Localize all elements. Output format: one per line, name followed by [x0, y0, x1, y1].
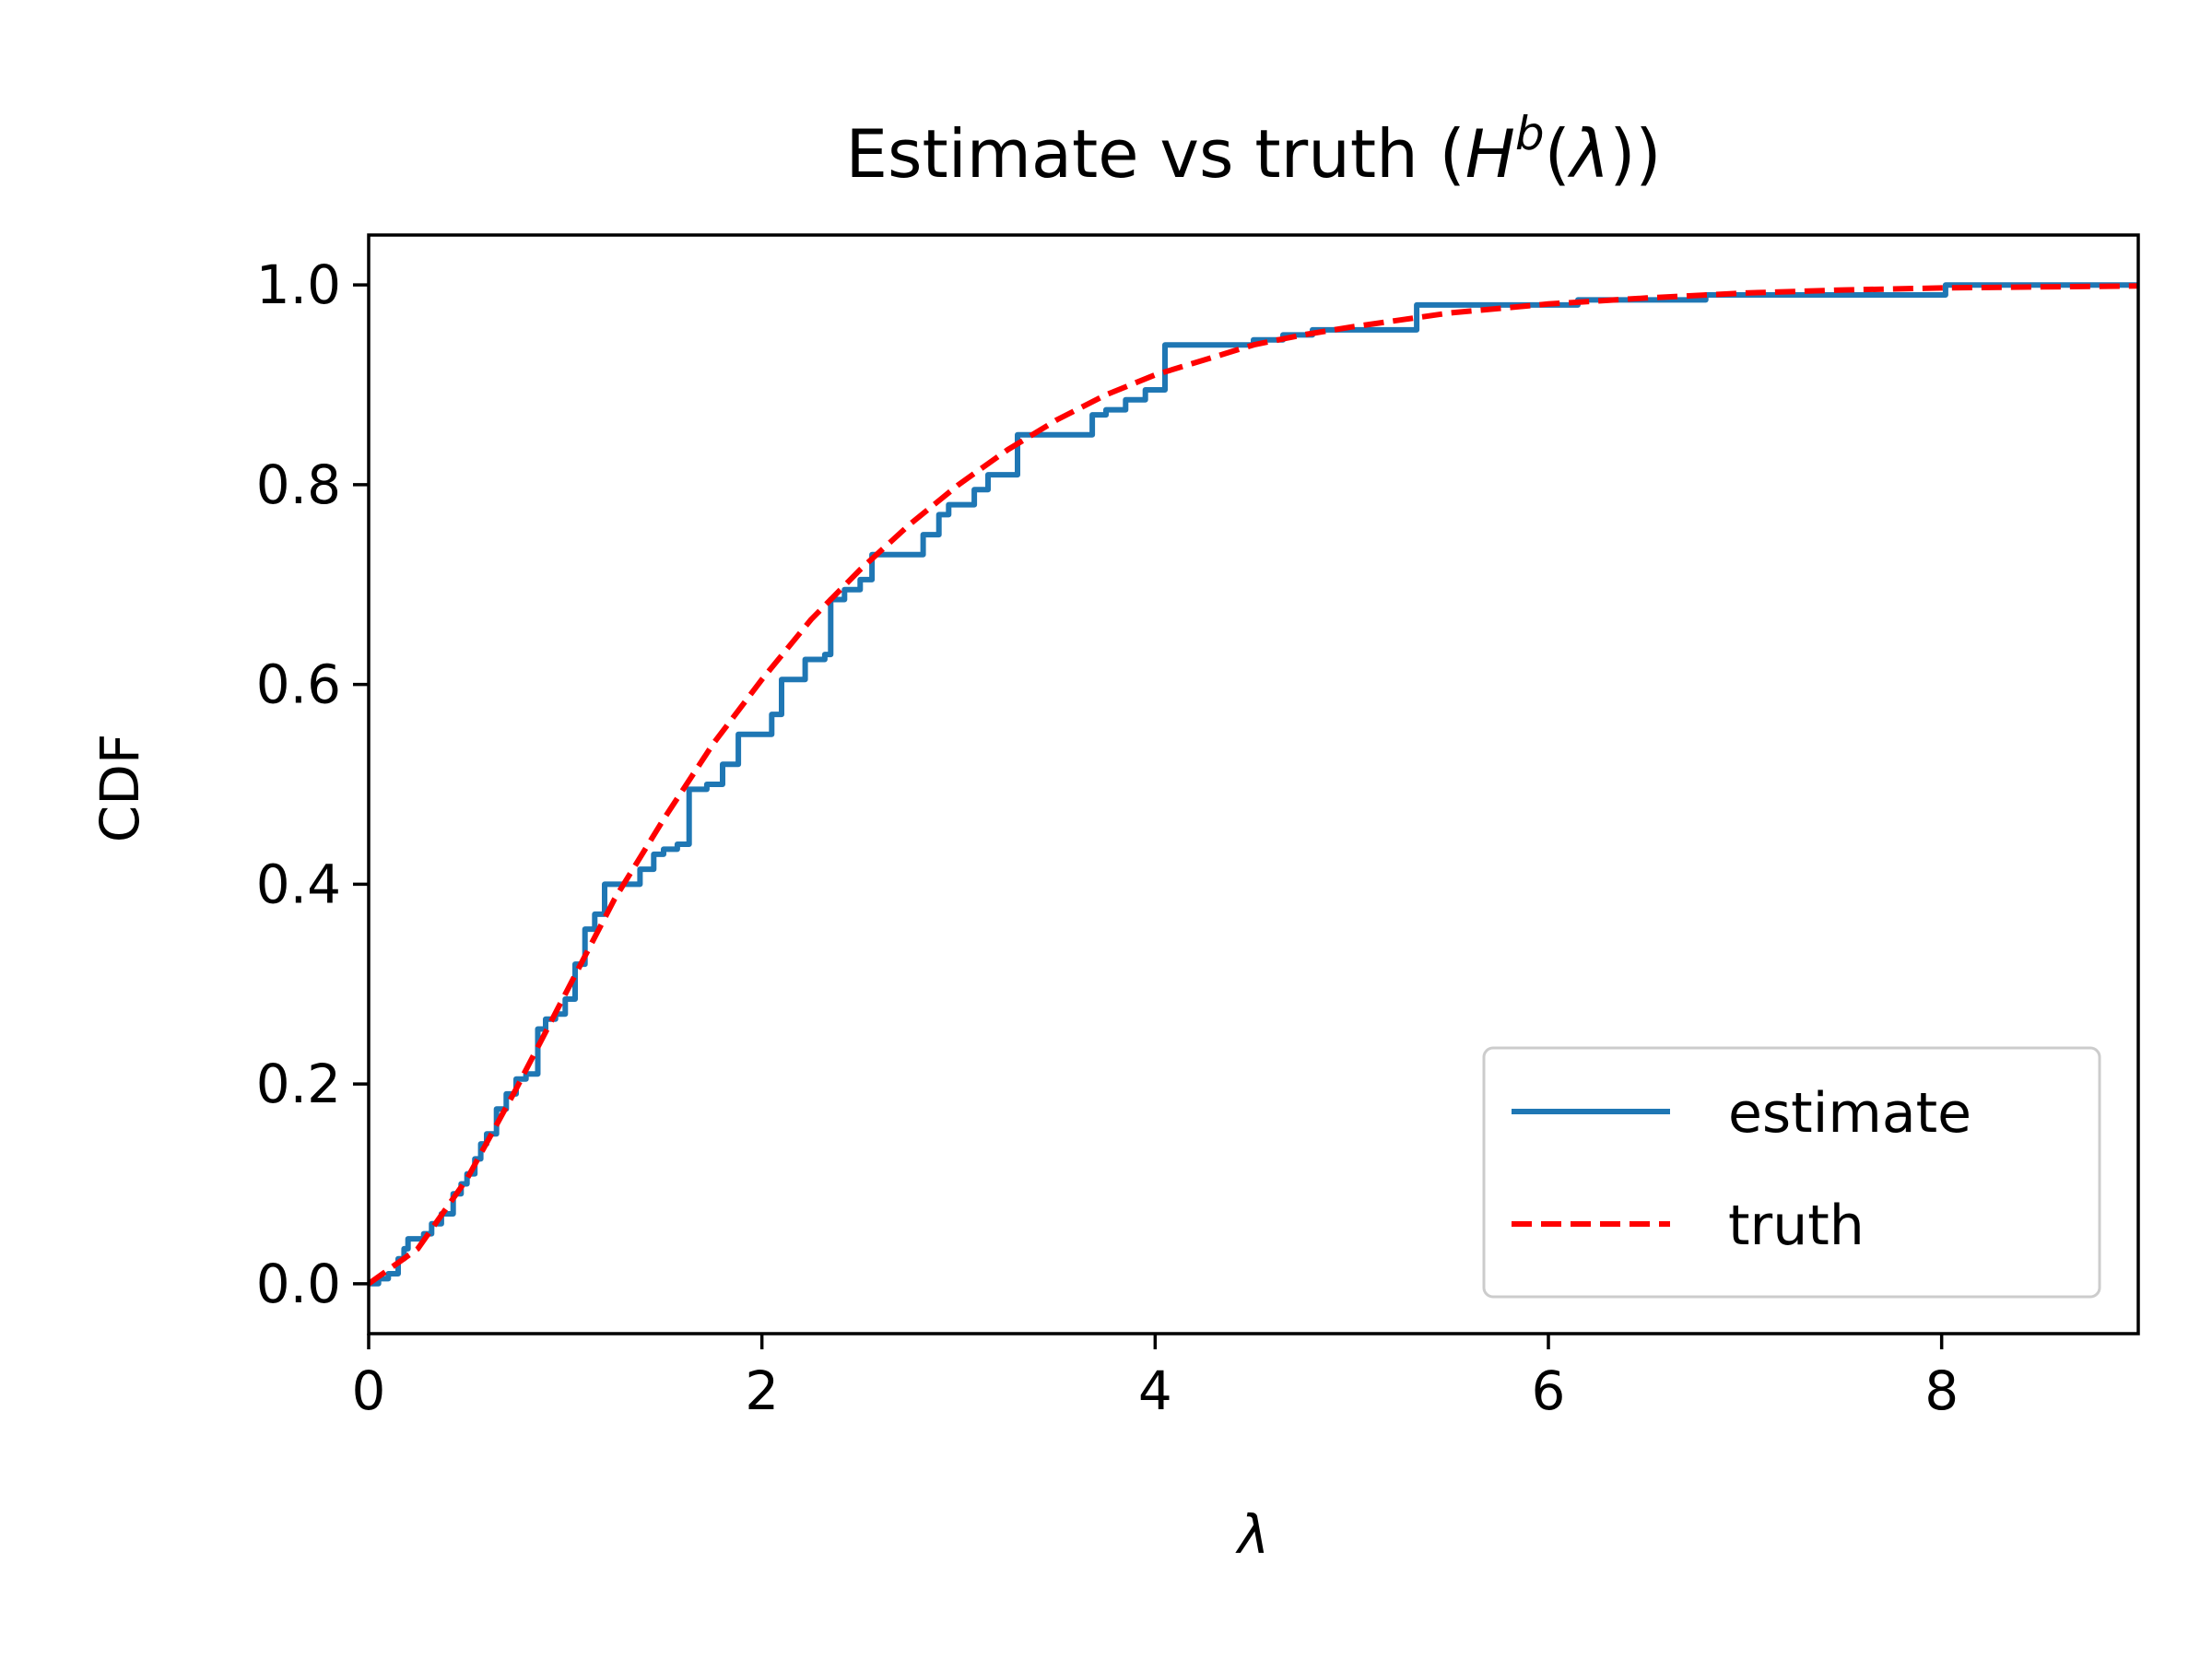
x-tick-label: 0	[352, 1359, 386, 1422]
plot-frame	[367, 233, 2140, 1335]
x-axis-label: λ	[1235, 1503, 1269, 1566]
truth-series-line	[367, 283, 2139, 1287]
axis-ticks: 0 2 4 6 8 0.0 0.2 0.4 0.6 0.8 1.0	[256, 253, 1959, 1422]
chart-title: Estimate vs truth (Hb(λ))	[845, 107, 1661, 193]
y-tick-label: 1.0	[256, 253, 341, 316]
estimate-series-line	[369, 282, 2138, 1287]
x-tick-label: 6	[1532, 1359, 1566, 1422]
legend: estimate truth	[1482, 1046, 2101, 1299]
x-tick-label: 8	[1924, 1359, 1959, 1422]
y-tick-label: 0.6	[256, 653, 341, 716]
legend-estimate-label: estimate	[1728, 1081, 1971, 1146]
y-axis-label: CDF	[88, 734, 151, 843]
plot-lines	[367, 282, 2139, 1287]
x-tick-label: 2	[745, 1359, 779, 1422]
y-tick-label: 0.4	[256, 853, 341, 915]
y-tick-label: 0.0	[256, 1253, 341, 1315]
legend-truth-label: truth	[1728, 1194, 1865, 1258]
y-tick-label: 0.2	[256, 1053, 341, 1115]
x-tick-label: 4	[1138, 1359, 1172, 1422]
y-tick-label: 0.8	[256, 453, 341, 516]
